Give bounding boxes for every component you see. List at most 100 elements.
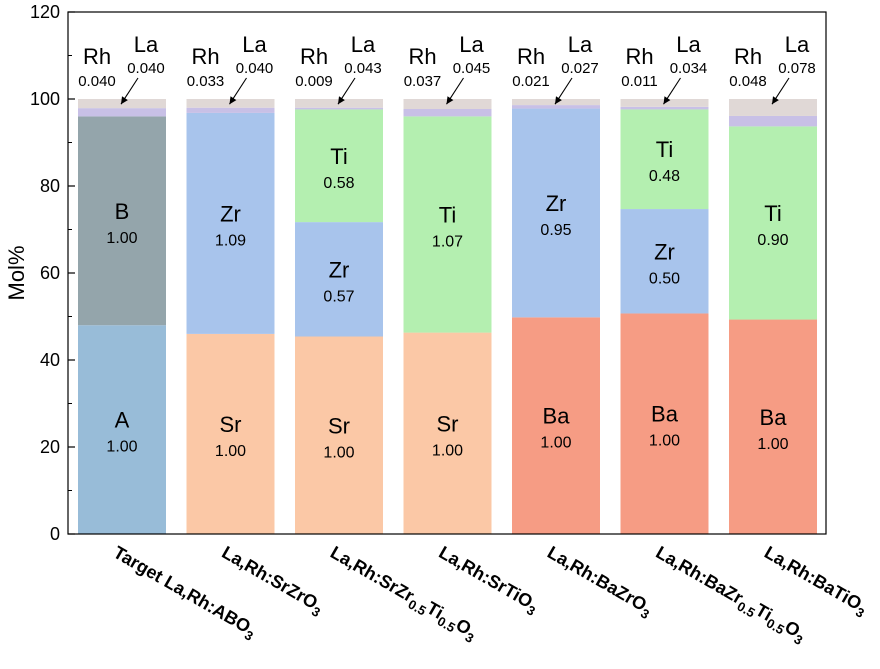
segment-value-label: 1.07 (432, 233, 463, 250)
bar-segment-ba (620, 313, 709, 534)
bar-segment-sr (403, 332, 492, 534)
segment-value-label: 0.95 (540, 222, 571, 239)
la-label: La (676, 32, 701, 57)
y-tick-label: 120 (30, 2, 60, 22)
category-label: La,Rh:BaZrO3 (542, 542, 656, 622)
la-value-label: 0.027 (561, 60, 599, 77)
segment-value-label: 1.00 (106, 439, 137, 456)
rh-value-label: 0.033 (187, 73, 225, 90)
bar-segment-la (403, 99, 492, 110)
bar-segment-la (729, 99, 817, 116)
category-text: La,Rh:SrTiO (436, 542, 537, 612)
bar-segment-a (78, 325, 166, 534)
segment-element-label: B (115, 199, 130, 224)
la-label: La (568, 32, 593, 57)
category-text: La,Rh:SrZrO (219, 542, 322, 613)
top-labels-layer: Rh 0.040 La 0.040 Rh 0.033 La 0.040 Rh 0.009 La 0.0… (78, 32, 816, 105)
segment-element-label: Ba (760, 405, 788, 430)
segment-value-label: 0.90 (757, 232, 788, 249)
segment-value-label: 1.00 (757, 436, 788, 453)
la-value-label: 0.034 (670, 60, 708, 77)
segment-element-label: Sr (328, 413, 350, 438)
bar-segment-rh (729, 115, 817, 127)
rh-value-label: 0.011 (621, 73, 657, 90)
category-label: La,Rh:BaTiO3 (759, 542, 871, 621)
segment-labels-layer: A 1.00 B 1.00 Sr 1.00 Zr 1.09 Sr 1.00 Zr 0.57 Ti 0.58… (106, 137, 788, 461)
arrow-head-icon (555, 96, 562, 105)
segment-value-label: 1.00 (323, 444, 354, 461)
bar-segment-rh (403, 109, 492, 117)
y-axis: 0 20 40 60 80 100 120 (30, 2, 75, 544)
segment-element-label: Ba (651, 402, 679, 427)
category-text: La,Rh:BaTiO (761, 542, 865, 614)
arrow-head-icon (663, 96, 671, 105)
arrow-head-icon (121, 96, 128, 105)
bar-segment-ti (295, 109, 383, 223)
y-tick-label: 100 (30, 89, 60, 109)
bar-segment-b (78, 116, 166, 326)
segment-value-label: 1.09 (215, 232, 246, 249)
bar-segment-ti (403, 116, 492, 333)
la-value-label: 0.045 (453, 60, 491, 77)
category-text: La,Rh:BaZr (653, 542, 747, 608)
y-tick-label: 40 (40, 350, 60, 370)
segment-value-label: 0.58 (323, 175, 354, 192)
la-value-label: 0.078 (778, 60, 816, 77)
segment-element-label: Zr (329, 257, 350, 282)
segment-element-label: A (115, 408, 130, 433)
bar-segment-sr (186, 333, 275, 534)
bars-layer (78, 99, 817, 534)
rh-label: Rh (83, 44, 111, 69)
bar-segment-rh (620, 106, 709, 110)
segment-value-label: 1.00 (432, 442, 463, 459)
segment-element-label: Zr (546, 191, 567, 216)
segment-element-label: Ti (656, 137, 674, 162)
category-label: La,Rh:SrTiO3 (434, 542, 543, 619)
segment-value-label: 0.57 (323, 288, 354, 305)
rh-label: Rh (625, 44, 653, 69)
y-tick-label: 20 (40, 437, 60, 457)
bar-segment-sr (295, 336, 383, 534)
la-label: La (785, 32, 810, 57)
bar-segment-rh (186, 107, 275, 113)
bar-segment-zr (295, 222, 383, 337)
arrow-head-icon (446, 96, 454, 105)
rh-value-label: 0.040 (78, 73, 116, 90)
segment-value-label: 1.00 (215, 443, 246, 460)
bar-segment-rh (512, 105, 600, 109)
rh-label: Rh (191, 44, 219, 69)
segment-element-label: Sr (437, 411, 459, 436)
la-value-label: 0.040 (127, 60, 165, 77)
category-labels: Target La,Rh:ABO3La,Rh:SrZrO3La,Rh:SrZr0… (110, 542, 871, 648)
bar-segment-zr (620, 209, 709, 314)
segment-element-label: Sr (220, 412, 242, 437)
bar-segment-ti (729, 126, 817, 320)
segment-element-label: Ti (439, 202, 457, 227)
rh-value-label: 0.037 (404, 73, 442, 90)
segment-value-label: 1.00 (649, 433, 680, 450)
la-value-label: 0.040 (236, 60, 274, 77)
rh-value-label: 0.021 (512, 73, 550, 90)
segment-element-label: Ba (543, 404, 571, 429)
y-tick-label: 0 (50, 524, 60, 544)
y-tick-label: 60 (40, 263, 60, 283)
la-label: La (134, 32, 159, 57)
segment-value-label: 0.48 (649, 168, 680, 185)
bar-segment-rh (78, 108, 166, 117)
category-text: La,Rh:SrZr (327, 542, 418, 606)
segment-element-label: Ti (330, 144, 348, 169)
bar-segment-zr (186, 112, 275, 334)
rh-label: Rh (300, 44, 328, 69)
la-label: La (242, 32, 267, 57)
bar-segment-ti (620, 109, 709, 210)
arrow-head-icon (229, 96, 237, 105)
category-text: La,Rh:BaZrO (544, 542, 650, 615)
segment-value-label: 1.00 (106, 230, 137, 247)
rh-label: Rh (408, 44, 436, 69)
bar-segment-rh (295, 107, 383, 110)
la-value-label: 0.043 (344, 60, 382, 77)
la-label: La (459, 32, 484, 57)
bar-segment-zr (512, 108, 600, 318)
arrow-head-icon (772, 96, 779, 105)
